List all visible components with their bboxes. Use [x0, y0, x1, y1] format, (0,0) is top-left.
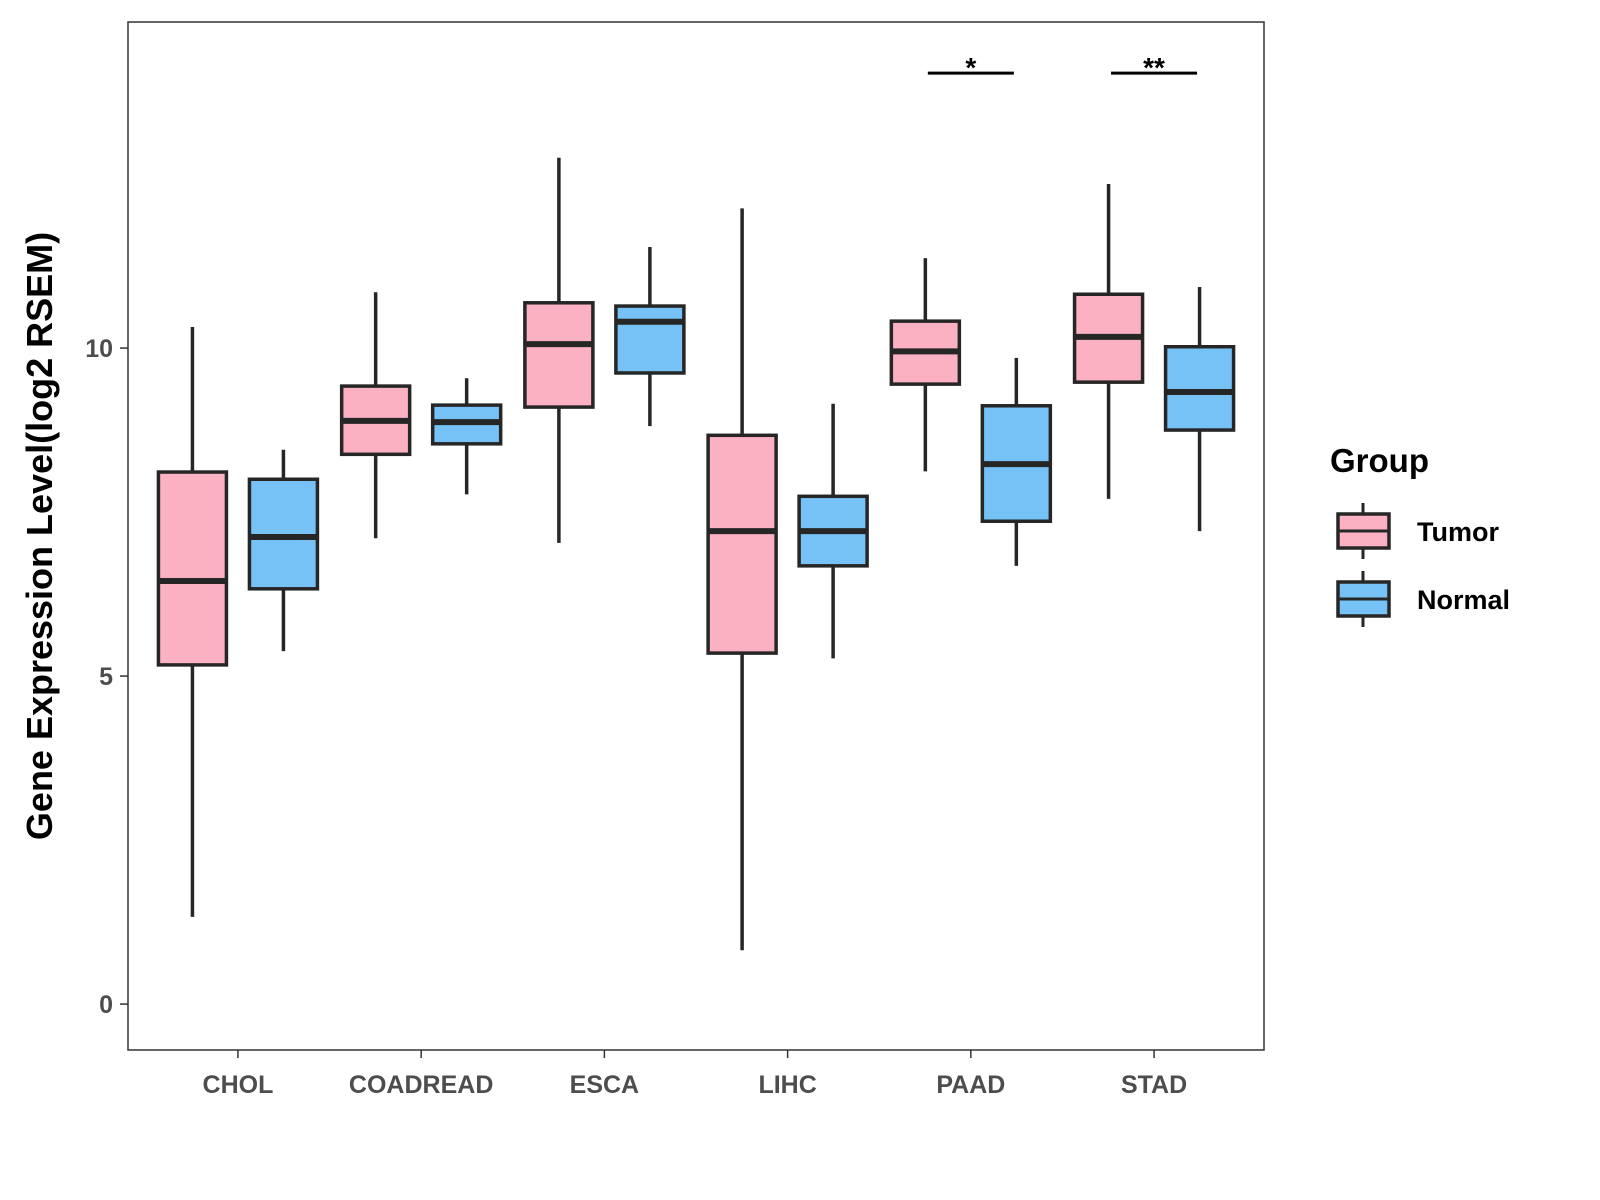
legend-label: Normal	[1417, 585, 1510, 615]
box-tumor-lihc	[706, 208, 778, 951]
box-iqr	[706, 433, 778, 655]
x-tick-label: ESCA	[570, 1071, 639, 1099]
legend-title: Group	[1330, 442, 1429, 479]
x-tick-label: LIHC	[758, 1071, 816, 1099]
legend-item-tumor: Tumor	[1336, 503, 1499, 559]
legend: Tumor Normal	[1336, 503, 1510, 627]
box-iqr	[614, 304, 686, 375]
y-tick-label: 5	[99, 663, 113, 691]
y-tick-label: 10	[85, 335, 113, 363]
significance-label: **	[1143, 52, 1165, 83]
y-axis-title: Gene Expression Level(log2 RSEM)	[19, 232, 60, 840]
x-tick-label: PAAD	[936, 1071, 1005, 1099]
x-tick-label: CHOL	[203, 1071, 274, 1099]
box-normal-stad	[1163, 287, 1236, 532]
box-normal-chol	[247, 449, 320, 652]
box-iqr	[523, 301, 595, 409]
box-tumor-esca	[523, 157, 595, 543]
box-tumor-stad	[1072, 184, 1145, 499]
box-tumor-paad	[889, 258, 962, 472]
box-iqr	[1163, 344, 1236, 432]
x-tick-label: STAD	[1121, 1071, 1187, 1099]
box-normal-paad	[980, 357, 1053, 566]
box-tumor-coadread	[339, 292, 412, 539]
legend-label: Tumor	[1417, 517, 1499, 547]
x-tick-label: COADREAD	[349, 1071, 493, 1099]
legend-item-normal: Normal	[1336, 571, 1510, 627]
box-normal-coadread	[430, 378, 503, 495]
box-normal-esca	[614, 247, 686, 427]
box-normal-lihc	[797, 403, 869, 659]
y-tick-label: 0	[99, 991, 113, 1019]
box-tumor-chol	[156, 327, 229, 917]
significance-label: *	[965, 52, 976, 83]
box-iqr	[156, 470, 229, 667]
